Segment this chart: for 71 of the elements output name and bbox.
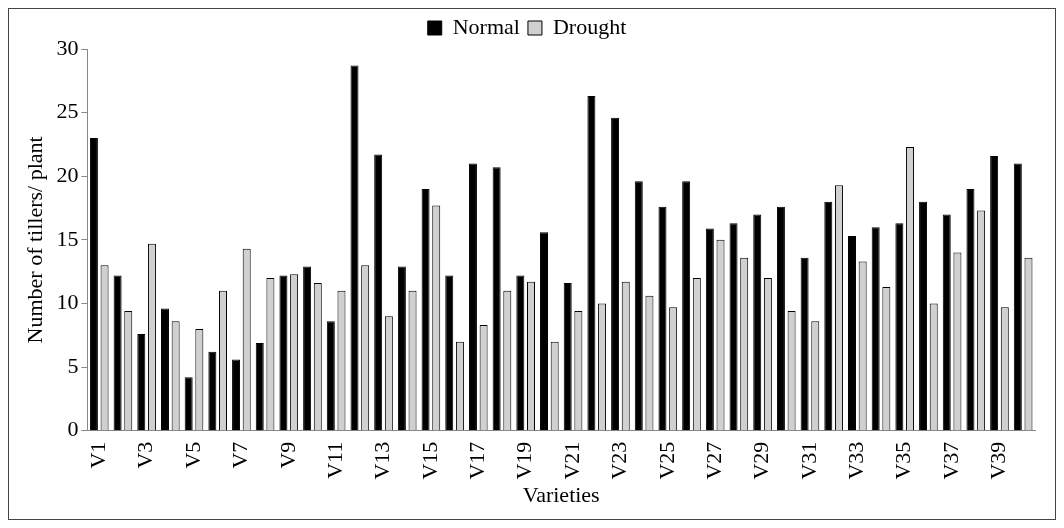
x-tick-label: V33 (843, 441, 869, 480)
x-tick-label: V11 (321, 441, 347, 479)
bar (966, 188, 975, 431)
bar (658, 206, 667, 431)
y-axis-title: Number of tillers/ plant (21, 136, 47, 344)
x-tick-label: V13 (369, 441, 395, 480)
bar (848, 236, 856, 431)
bar (184, 377, 193, 431)
bar (232, 359, 241, 431)
bar (326, 321, 335, 431)
y-tick-label: 25 (56, 98, 79, 124)
x-tick-label: V37 (937, 441, 963, 480)
x-tick-label: V21 (558, 441, 584, 480)
bar (89, 138, 98, 431)
x-tick-label: V35 (890, 441, 916, 480)
bar (753, 214, 762, 431)
x-tick-label: V9 (274, 441, 300, 469)
x-tick-label: V31 (795, 441, 821, 480)
x-tick-label: V15 (416, 441, 442, 480)
x-tick-label: V7 (227, 441, 253, 469)
bar (279, 275, 288, 431)
bar (919, 201, 928, 431)
bar (208, 351, 217, 431)
bar (350, 65, 359, 431)
x-tick-label: V1 (85, 441, 111, 469)
x-tick-label: V19 (511, 441, 537, 480)
bar (397, 266, 406, 431)
x-tick-label: V27 (700, 441, 726, 480)
bar (421, 188, 430, 431)
x-tick-label: V29 (748, 441, 774, 480)
x-tick-label: V25 (653, 441, 679, 480)
bar (540, 232, 549, 431)
bar (516, 275, 525, 431)
x-tick-label: V39 (985, 441, 1011, 480)
bar (563, 283, 572, 431)
bar (729, 223, 738, 431)
bar (160, 308, 169, 431)
bar (611, 117, 620, 431)
x-tick-label: V23 (606, 441, 632, 480)
bar (255, 342, 264, 431)
bar (468, 163, 477, 431)
bar (634, 181, 643, 431)
bar (303, 266, 312, 431)
bar (587, 96, 596, 431)
y-tick-label: 30 (56, 34, 79, 60)
x-tick-label: V3 (132, 441, 158, 469)
bar (800, 257, 809, 431)
y-tick-label: 15 (56, 225, 79, 251)
y-tick-label: 20 (56, 162, 79, 188)
bar (492, 167, 501, 431)
y-tick-label: 5 (67, 352, 79, 378)
bar (776, 206, 785, 431)
bar (445, 275, 454, 431)
x-axis-title: Varieties (522, 481, 600, 507)
bar (990, 155, 999, 431)
bar (705, 228, 714, 431)
bar (113, 275, 122, 431)
bar (895, 223, 904, 431)
legend-label: Drought (552, 13, 627, 39)
bar (137, 334, 146, 431)
bar (682, 181, 691, 431)
y-tick-label: 10 (56, 289, 79, 315)
bar (942, 214, 951, 431)
y-tick-label: 0 (67, 416, 79, 442)
x-tick-label: V17 (464, 441, 490, 480)
bar (1013, 163, 1022, 431)
bar (871, 227, 880, 431)
x-tick-label: V5 (179, 441, 205, 469)
bar (374, 154, 383, 431)
legend-label: Normal (452, 13, 520, 39)
bar (824, 201, 833, 431)
